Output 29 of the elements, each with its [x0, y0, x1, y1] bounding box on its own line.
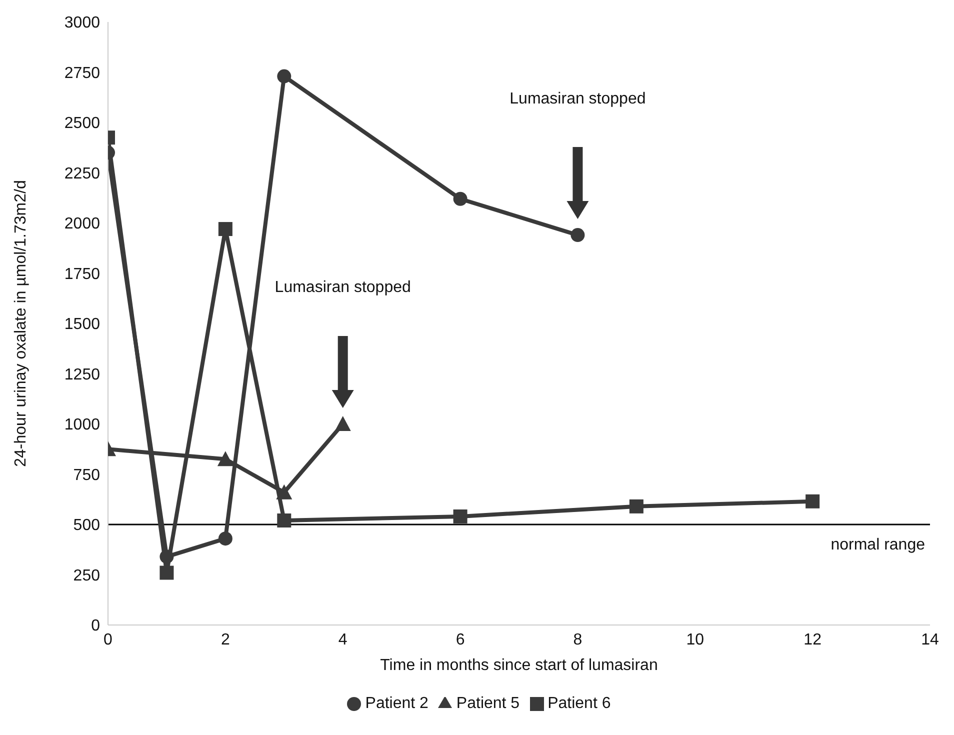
y-tick-label: 2250: [64, 165, 100, 182]
x-tick-label: 10: [686, 631, 704, 648]
y-tick-label: 750: [73, 466, 100, 484]
legend-label: Patient 2: [365, 695, 428, 712]
x-tick-label: 14: [921, 631, 939, 648]
legend-label: Patient 6: [548, 695, 611, 712]
y-tick-label: 1000: [64, 416, 100, 434]
x-tick-label: 4: [338, 631, 348, 648]
x-tick-label: 0: [104, 631, 113, 648]
x-tick-label: 12: [804, 631, 822, 648]
y-tick-label: 2500: [64, 115, 100, 132]
y-tick-label: 2750: [64, 64, 100, 82]
y-tick-label: 2000: [64, 216, 100, 233]
y-tick-label: 0: [91, 618, 100, 635]
y-tick-label: 250: [73, 567, 100, 584]
x-tick-label: 8: [573, 631, 582, 648]
ref-line-label: normal range: [830, 536, 926, 554]
y-tick-label: 500: [73, 517, 100, 534]
y-tick-label: 3000: [64, 14, 100, 32]
y-axis-title: 24-hour urinay oxalate in µmol/1.73m2/d: [12, 180, 30, 467]
x-axis-title: Time in months since start of lumasiran: [380, 657, 658, 674]
annotation: Lumasiran stopped: [274, 279, 411, 296]
x-tick-label: 6: [456, 631, 465, 648]
x-tick-label: 2: [220, 631, 230, 648]
annotation: Lumasiran stopped: [510, 90, 646, 108]
y-tick-label: 1250: [64, 366, 100, 384]
y-tick-label: 1500: [64, 316, 100, 334]
y-tick-label: 1750: [64, 266, 100, 283]
legend-label: Patient 5: [456, 695, 520, 712]
